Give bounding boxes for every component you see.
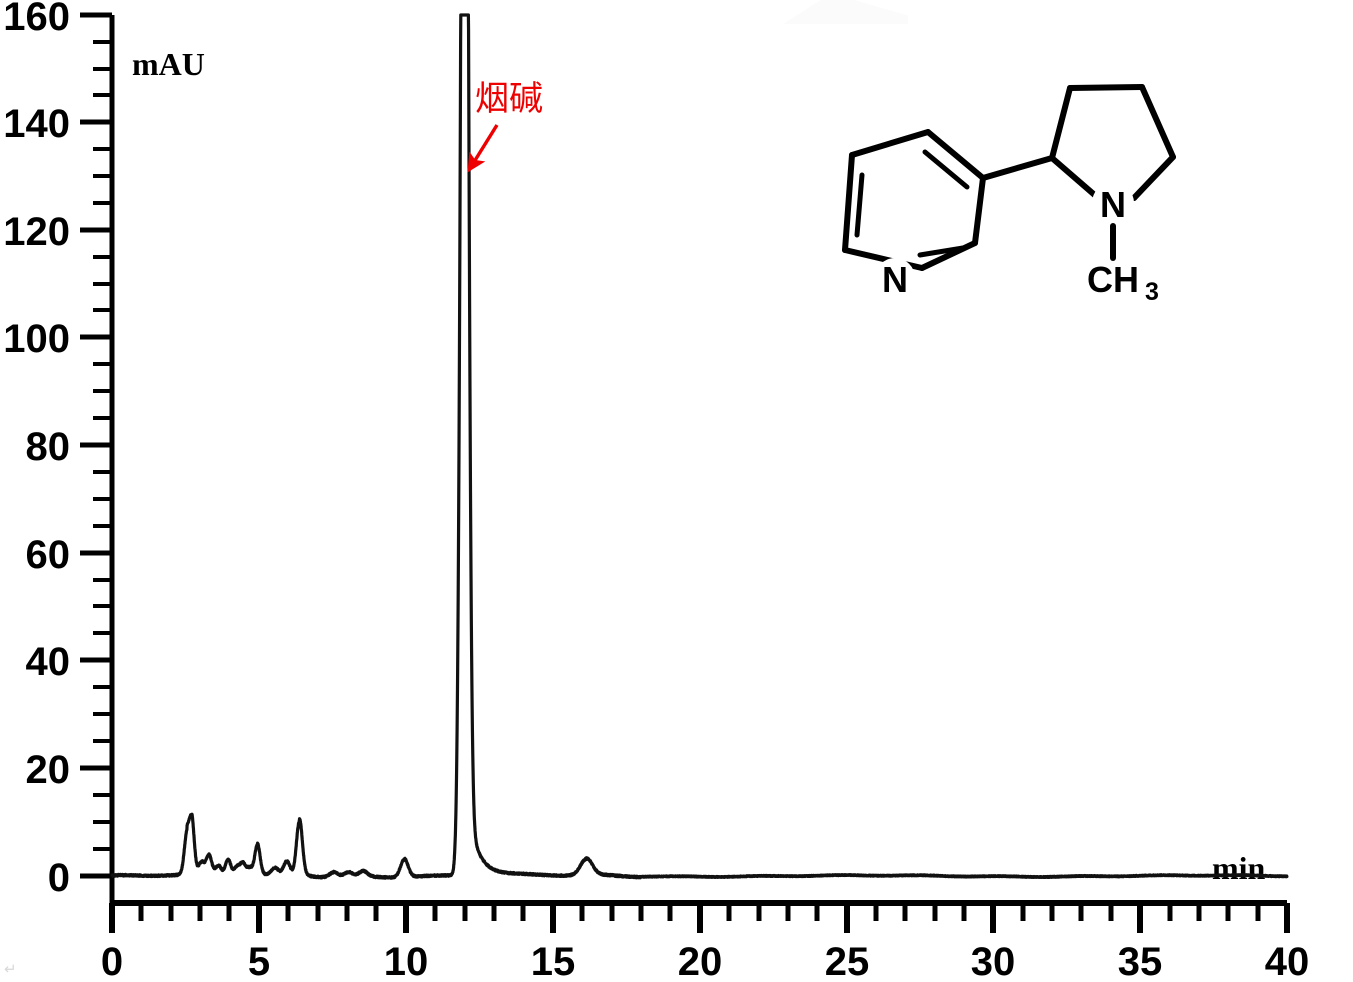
x-tick-label: 0	[101, 940, 123, 982]
pyridine-n-gap	[875, 258, 915, 298]
x-axis-title: min	[1212, 850, 1266, 886]
y-tick-label: 120	[3, 210, 70, 254]
x-axis: 0 5 10 15 20 25 30 35 40 min	[101, 850, 1309, 982]
x-tick-label: 40	[1265, 940, 1310, 982]
methyl-subscript: 3	[1145, 278, 1159, 306]
y-tick-label: 40	[26, 640, 71, 684]
inter-ring-bond	[980, 155, 1055, 181]
pyridine-nitrogen-label: N	[882, 259, 908, 300]
pyrrolidine-n-gap	[1092, 182, 1134, 224]
chromatogram-trace	[110, 13, 1289, 880]
methyl-label: CH	[1087, 259, 1139, 300]
y-tick-label: 160	[3, 0, 70, 39]
pyrrolidine-nitrogen-label: N	[1100, 184, 1126, 225]
x-tick-label: 30	[971, 940, 1016, 982]
pyridine-double-bonds	[854, 149, 970, 258]
y-axis: 160 140 120 100 80 60 40 20 0 mAU	[3, 0, 205, 903]
x-tick-label: 25	[825, 940, 870, 982]
y-tick-label: 80	[26, 425, 71, 469]
y-tick-label: 100	[3, 317, 70, 361]
y-axis-title: mAU	[132, 46, 205, 82]
y-tick-label: 20	[26, 748, 71, 792]
nicotine-arrow	[467, 124, 499, 173]
y-axis-minor-ticks	[93, 40, 112, 851]
nicotine-label: 烟碱	[475, 80, 543, 118]
x-tick-label: 20	[678, 940, 723, 982]
x-tick-label: 15	[531, 940, 576, 982]
x-tick-label: 35	[1118, 940, 1163, 982]
y-axis-major-ticks	[80, 12, 112, 879]
x-axis-minor-ticks	[138, 903, 1261, 921]
y-tick-label: 140	[3, 102, 70, 146]
y-tick-label: 0	[48, 856, 70, 900]
x-tick-label: 10	[384, 940, 429, 982]
pyrrolidine-ring	[1049, 84, 1176, 201]
nicotine-annotation: 烟碱	[467, 80, 543, 173]
x-axis-tick-labels: 0 5 10 15 20 25 30 35 40	[101, 940, 1309, 982]
x-tick-label: 5	[248, 940, 270, 982]
y-tick-label: 60	[26, 533, 71, 577]
chromatogram-trace-group	[110, 13, 1289, 880]
paragraph-mark-artifact: ↵	[4, 961, 17, 978]
nicotine-structure: N N CH 3	[842, 84, 1176, 306]
y-axis-tick-labels: 160 140 120 100 80 60 40 20 0	[3, 0, 70, 900]
x-axis-major-ticks	[109, 903, 1290, 933]
